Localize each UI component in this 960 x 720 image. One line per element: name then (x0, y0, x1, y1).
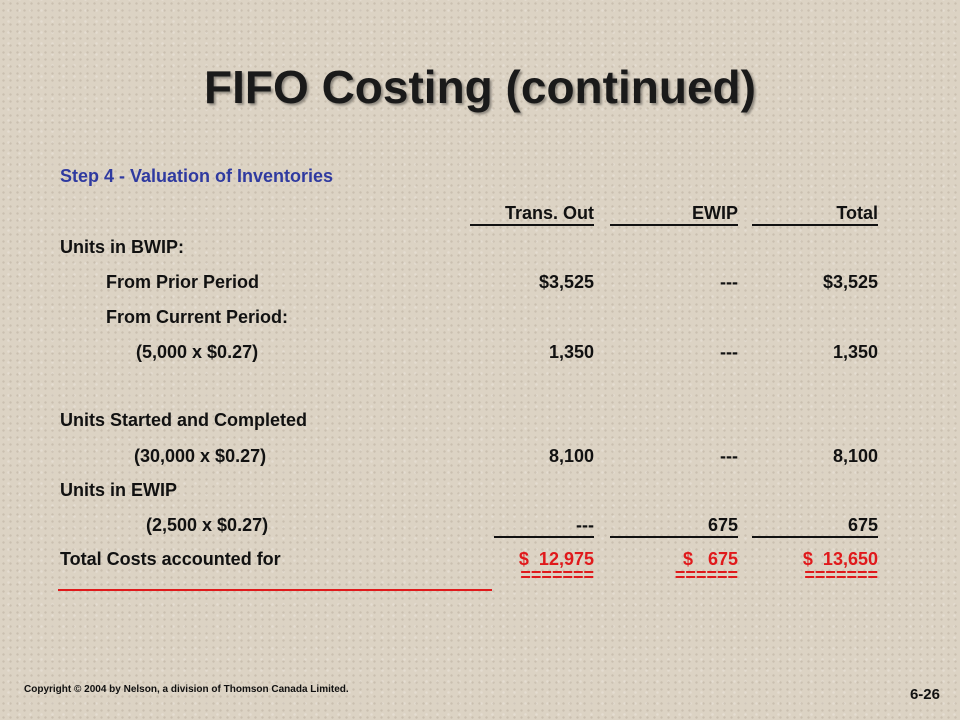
label-from-prior: From Prior Period (106, 272, 260, 292)
value-prior-trans-out: $3,525 (538, 272, 594, 292)
value-ewip-ewip: 675 (610, 515, 738, 538)
value-prior-ewip: --- (720, 272, 738, 292)
value-total-trans-out: $ 12,975 (518, 549, 594, 569)
header-total: Total (752, 202, 878, 226)
value-started-total: 8,100 (832, 446, 878, 466)
label-units-ewip: Units in EWIP (60, 480, 177, 500)
header-ewip: EWIP (610, 202, 738, 226)
value-current-total: 1,350 (832, 342, 878, 362)
slide-title: FIFO Costing (continued) (204, 61, 756, 113)
value-current-ewip: --- (720, 342, 738, 362)
value-ewip-total: 675 (752, 515, 878, 538)
label-current-calc: (5,000 x $0.27) (136, 342, 259, 362)
value-prior-total: $3,525 (822, 272, 878, 292)
value-total-ewip: $ 675 (682, 549, 738, 569)
copyright-notice: Copyright © 2004 by Nelson, a division o… (24, 684, 349, 695)
equals-ewip: ====== (674, 565, 738, 585)
header-trans-out: Trans. Out (470, 202, 594, 226)
page-number: 6-26 (909, 686, 940, 703)
value-current-trans-out: 1,350 (548, 342, 594, 362)
equals-trans-out: ======= (520, 565, 594, 585)
value-ewip-trans-out: --- (494, 515, 594, 538)
equals-total: ======= (804, 565, 878, 585)
value-total-total: $ 13,650 (802, 549, 878, 569)
red-underline (58, 589, 492, 591)
label-total-costs: Total Costs accounted for (60, 549, 281, 569)
label-from-current: From Current Period: (106, 307, 289, 327)
step-heading: Step 4 - Valuation of Inventories (60, 166, 334, 186)
label-started-completed: Units Started and Completed (60, 410, 308, 430)
label-ewip-calc: (2,500 x $0.27) (146, 515, 269, 535)
label-started-calc: (30,000 x $0.27) (134, 446, 267, 466)
label-units-bwip: Units in BWIP: (60, 237, 184, 257)
value-started-trans-out: 8,100 (548, 446, 594, 466)
value-started-ewip: --- (720, 446, 738, 466)
